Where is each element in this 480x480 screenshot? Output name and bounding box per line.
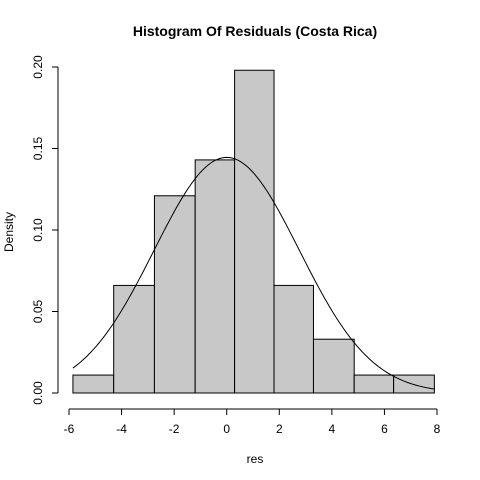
x-axis-label: res (247, 452, 264, 466)
histogram-bar (312, 338, 355, 394)
bars-group (72, 69, 435, 394)
y-tick-label: 0.10 (31, 218, 45, 242)
histogram-bar (353, 374, 395, 394)
x-tick-label: 6 (381, 422, 388, 436)
y-tick-label: 0.15 (31, 136, 45, 160)
y-axis: 0.00 0.05 0.10 0.15 0.20 (31, 55, 59, 405)
density-curve (72, 156, 435, 390)
x-tick-label: 2 (276, 422, 283, 436)
x-tick-label: 8 (434, 422, 441, 436)
chart-title: Histogram Of Residuals (Costa Rica) (133, 23, 377, 39)
y-axis-label: Density (2, 212, 16, 252)
x-tick-label: -6 (64, 422, 75, 436)
x-axis: -6 -4 -2 0 2 4 6 8 (64, 408, 441, 436)
x-tick-label: 0 (223, 422, 230, 436)
x-tick-label: 4 (329, 422, 336, 436)
histogram-bar (393, 374, 435, 394)
histogram-bar (273, 284, 314, 394)
histogram-bar (113, 284, 155, 394)
histogram-bar (72, 374, 115, 394)
histogram-bar (194, 159, 236, 394)
histogram-bar (153, 195, 196, 394)
y-tick-label: 0.00 (31, 381, 45, 405)
y-tick-label: 0.05 (31, 299, 45, 323)
x-tick-label: -4 (116, 422, 127, 436)
histogram-bar (234, 69, 275, 394)
y-tick-label: 0.20 (31, 55, 45, 79)
x-tick-label: -2 (169, 422, 180, 436)
